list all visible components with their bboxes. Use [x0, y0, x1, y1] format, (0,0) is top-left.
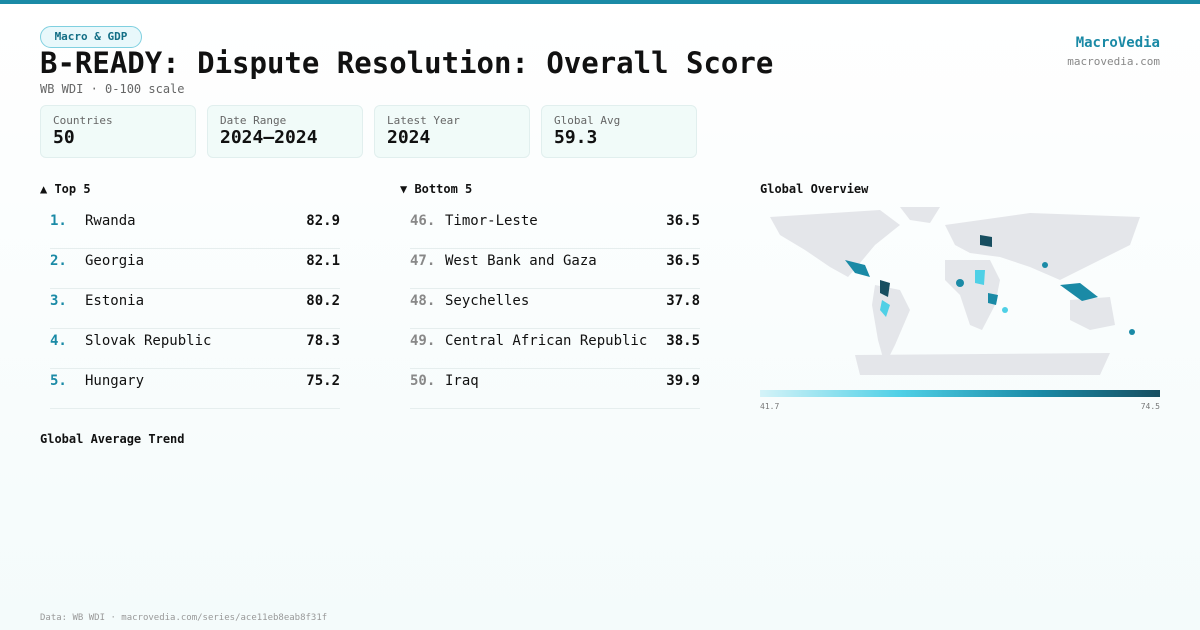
score: 80.2	[306, 293, 340, 309]
rank: 2.	[50, 253, 67, 269]
stat-value: 59.3	[554, 127, 598, 148]
world-map: 41.7 74.5	[760, 207, 1160, 411]
rank: 1.	[50, 213, 67, 229]
title: B-READY: Dispute Resolution: Overall Sco…	[40, 46, 774, 80]
score: 78.3	[306, 333, 340, 349]
country: Estonia	[85, 293, 145, 309]
rank: 49.	[410, 333, 436, 349]
score: 36.5	[666, 213, 700, 229]
stat-label: Latest Year	[387, 114, 460, 127]
legend-min: 41.7	[760, 402, 779, 411]
stat-value: 50	[53, 127, 75, 148]
score: 36.5	[666, 253, 700, 269]
rank-row[interactable]: 3. Estonia 80.2	[50, 288, 340, 329]
stat-card: Global Avg 59.3	[541, 105, 697, 158]
legend-max: 74.5	[1141, 402, 1160, 411]
rank: 46.	[410, 213, 436, 229]
rank-row[interactable]: 5. Hungary 75.2	[50, 368, 340, 409]
rank: 3.	[50, 293, 67, 309]
footer: Data: WB WDI · macrovedia.com/series/ace…	[40, 613, 328, 623]
rank-row[interactable]: 4. Slovak Republic 78.3	[50, 328, 340, 369]
brand[interactable]: MacroVedia	[1075, 35, 1160, 51]
top-bar	[0, 0, 1200, 4]
rank-row[interactable]: 49. Central African Republic 38.5	[410, 328, 700, 369]
score: 38.5	[666, 333, 700, 349]
rank-row[interactable]: 47. West Bank and Gaza 36.5	[410, 248, 700, 289]
country: Rwanda	[85, 213, 136, 229]
score: 37.8	[666, 293, 700, 309]
country: Central African Republic	[445, 333, 648, 349]
stat-card: Date Range 2024–2024	[207, 105, 363, 158]
stat-label: Global Avg	[554, 114, 621, 127]
legend-gradient	[760, 390, 1160, 397]
scored-countries	[845, 235, 1135, 335]
stat-label: Countries	[53, 114, 113, 127]
stat-label: Date Range	[220, 114, 287, 127]
score: 82.9	[306, 213, 340, 229]
stat-value: 2024	[387, 127, 431, 148]
rank: 4.	[50, 333, 67, 349]
score: 82.1	[306, 253, 340, 269]
trend-title: Global Average Trend	[40, 432, 185, 446]
land	[770, 207, 1140, 375]
stat-card: Countries 50	[40, 105, 196, 158]
badge[interactable]: Macro & GDP	[40, 26, 142, 48]
country: West Bank and Gaza	[445, 253, 597, 269]
rank-row[interactable]: 48. Seychelles 37.8	[410, 288, 700, 329]
stat-value: 2024–2024	[220, 127, 318, 148]
rank: 47.	[410, 253, 436, 269]
rank-row[interactable]: 46. Timor-Leste 36.5	[410, 208, 700, 249]
country: Slovak Republic	[85, 333, 212, 349]
rank: 5.	[50, 373, 67, 389]
rank-row[interactable]: 50. Iraq 39.9	[410, 368, 700, 409]
country: Iraq	[445, 373, 479, 389]
rank: 50.	[410, 373, 436, 389]
rank: 48.	[410, 293, 436, 309]
country: Seychelles	[445, 293, 530, 309]
country: Hungary	[85, 373, 145, 389]
score: 75.2	[306, 373, 340, 389]
score: 39.9	[666, 373, 700, 389]
bottom-title: ▼ Bottom 5	[400, 182, 473, 196]
rank-row[interactable]: 2. Georgia 82.1	[50, 248, 340, 289]
top-title: ▲ Top 5	[40, 182, 91, 196]
subtitle: WB WDI · 0-100 scale	[40, 82, 185, 96]
stat-card: Latest Year 2024	[374, 105, 530, 158]
country: Timor-Leste	[445, 213, 538, 229]
rank-row[interactable]: 1. Rwanda 82.9	[50, 208, 340, 249]
url[interactable]: macrovedia.com	[1067, 55, 1160, 68]
country: Georgia	[85, 253, 145, 269]
map-title: Global Overview	[760, 182, 869, 196]
